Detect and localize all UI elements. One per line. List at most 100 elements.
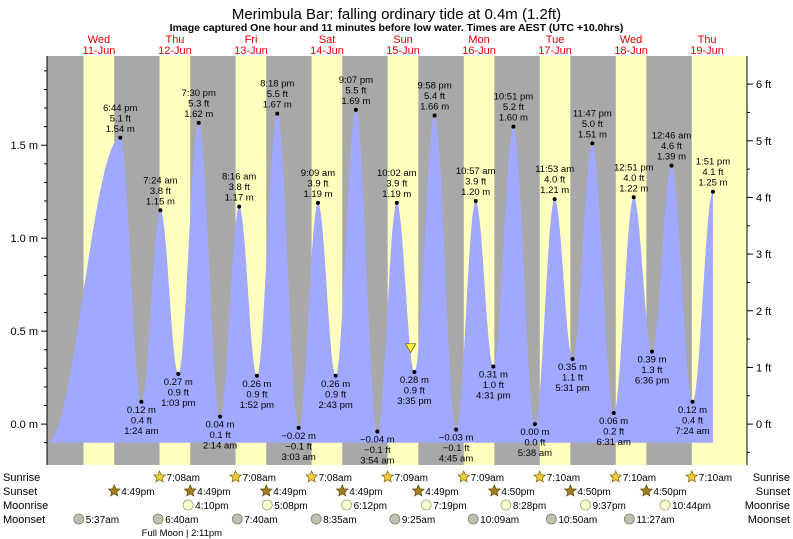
tide-point <box>158 208 163 213</box>
axes: 0.0 m 0.5 m 1.0 m 1.5 m 0 ft 1 ft 2 ft 3 ft 4 ft… <box>10 56 771 465</box>
tide-point <box>710 189 715 194</box>
high-tide-label: 3.8 ft <box>229 182 250 193</box>
day-weekday: Wed <box>620 34 642 46</box>
high-tide-label: 9:09 am <box>301 168 335 179</box>
moonrise-icon <box>341 499 353 511</box>
high-tide-label: 5.0 ft <box>582 119 603 130</box>
right-tick-label: 1 ft <box>756 362 771 374</box>
low-tide-label: 0.4 ft <box>131 415 152 426</box>
high-tide-label: 11:53 am <box>535 164 574 175</box>
high-tide-label: 8:16 am <box>222 172 256 183</box>
day-weekday: Sat <box>319 34 336 46</box>
tide-point <box>473 199 478 204</box>
low-tide-label: 3:35 pm <box>397 396 431 407</box>
tide-point <box>139 399 144 404</box>
high-tide-label: 1.22 m <box>619 183 648 194</box>
row-label-right: Moonrise <box>745 500 790 512</box>
low-tide-label: 4:45 am <box>439 454 473 465</box>
high-tide-label: 1.62 m <box>184 109 213 120</box>
sunrise-icon <box>685 470 699 483</box>
high-tide-label: 5.4 ft <box>424 91 445 102</box>
sunset-icon <box>487 484 501 497</box>
high-tide-label: 4.0 ft <box>544 175 565 186</box>
low-tide-label: 0.9 ft <box>168 387 189 398</box>
moonrise-icon <box>580 499 591 511</box>
tide-curve <box>47 109 713 443</box>
sunrise-icon <box>229 470 243 483</box>
day-weekday: Fri <box>245 34 258 46</box>
row-label-right: Sunrise <box>753 472 790 484</box>
moonset-icon <box>389 513 401 525</box>
low-tide-label: −0.02 m <box>281 431 316 442</box>
tide-point <box>432 113 437 118</box>
day-date: 13-Jun <box>234 45 268 57</box>
day-date: 14-Jun <box>310 45 344 57</box>
moonset-icon <box>310 513 322 525</box>
right-tick-label: 6 ft <box>756 79 771 91</box>
moonset-icon <box>623 513 635 525</box>
tide-point <box>454 427 459 432</box>
right-tick-label: 3 ft <box>756 249 771 261</box>
low-tide-label: 0.4 ft <box>682 415 703 426</box>
sunrise-icon <box>305 470 319 483</box>
high-tide-label: 12:51 pm <box>614 162 654 173</box>
low-tide-label: 0.12 m <box>678 405 707 416</box>
low-tide-label: 0.27 m <box>164 377 193 388</box>
high-tide-label: 1.54 m <box>106 124 135 135</box>
high-tide-label: 8:18 pm <box>260 79 294 90</box>
low-tide-label: 0.12 m <box>127 405 156 416</box>
sunset-icon <box>259 484 273 497</box>
high-tide-label: 11:47 pm <box>573 108 612 119</box>
low-tide-label: 5:31 pm <box>555 383 589 394</box>
row-label-right: Sunset <box>756 486 790 498</box>
moonrise-icon <box>420 499 432 511</box>
moonset-time: 10:09am <box>480 515 519 526</box>
low-tide-label: 1.1 ft <box>562 373 583 384</box>
right-tick-label: 4 ft <box>756 192 771 204</box>
day-weekday: Wed <box>88 34 110 46</box>
low-tide-label: −0.04 m <box>360 435 395 446</box>
moonrise-time: 4:10pm <box>195 501 228 512</box>
high-tide-label: 3.8 ft <box>150 186 171 197</box>
sunset-icon <box>335 484 349 497</box>
high-tide-label: 1.17 m <box>225 193 254 204</box>
low-tide-label: −0.1 ft <box>364 445 391 456</box>
moonrise-time: 7:19pm <box>433 501 466 512</box>
high-tide-label: 5.1 ft <box>110 113 131 124</box>
high-tide-label: 10:51 pm <box>494 92 534 103</box>
sunrise-icon <box>152 470 167 483</box>
day-date: 16-Jun <box>462 45 496 57</box>
low-tide-label: 0.28 m <box>400 375 429 386</box>
high-tide-label: 1.20 m <box>461 187 490 198</box>
right-tick-label: 2 ft <box>756 306 771 318</box>
low-tide-label: 1:24 am <box>124 426 158 437</box>
tide-point <box>690 399 695 404</box>
low-tide-label: 4:31 pm <box>476 390 510 401</box>
tide-point <box>611 410 616 415</box>
low-tide-label: 1:03 pm <box>161 398 195 409</box>
low-tide-label: 0.2 ft <box>603 426 624 437</box>
tide-point <box>511 124 516 129</box>
day-date: 19-Jun <box>690 45 724 57</box>
low-tide-label: 0.06 m <box>599 416 628 427</box>
sunset-icon <box>563 484 577 497</box>
sunrise-time: 7:09am <box>395 473 428 484</box>
high-tide-label: 3.9 ft <box>465 177 486 188</box>
low-tide-label: 0.9 ft <box>325 389 346 400</box>
low-tide-label: 0.1 ft <box>209 430 230 441</box>
moonrise-time: 6:12pm <box>354 501 387 512</box>
left-tick-label: 0.0 m <box>10 419 38 431</box>
high-tide-label: 1.69 m <box>341 96 370 107</box>
tide-point <box>333 373 338 378</box>
high-tide-label: 1.25 m <box>698 178 727 189</box>
right-tick-label: 5 ft <box>756 136 771 148</box>
sunrise-time: 7:09am <box>471 473 504 484</box>
tide-labels: 6:44 pm5.1 ft1.54 m0.12 m0.4 ft1:24 am7:… <box>103 75 730 467</box>
row-label-left: Moonset <box>3 514 45 526</box>
high-tide-label: 1.66 m <box>420 101 449 112</box>
high-tide-label: 5.5 ft <box>267 89 288 100</box>
low-tide-label: 6:36 pm <box>635 376 669 387</box>
low-tide-label: 3:54 am <box>360 456 394 467</box>
high-tide-label: 3.9 ft <box>386 178 407 189</box>
